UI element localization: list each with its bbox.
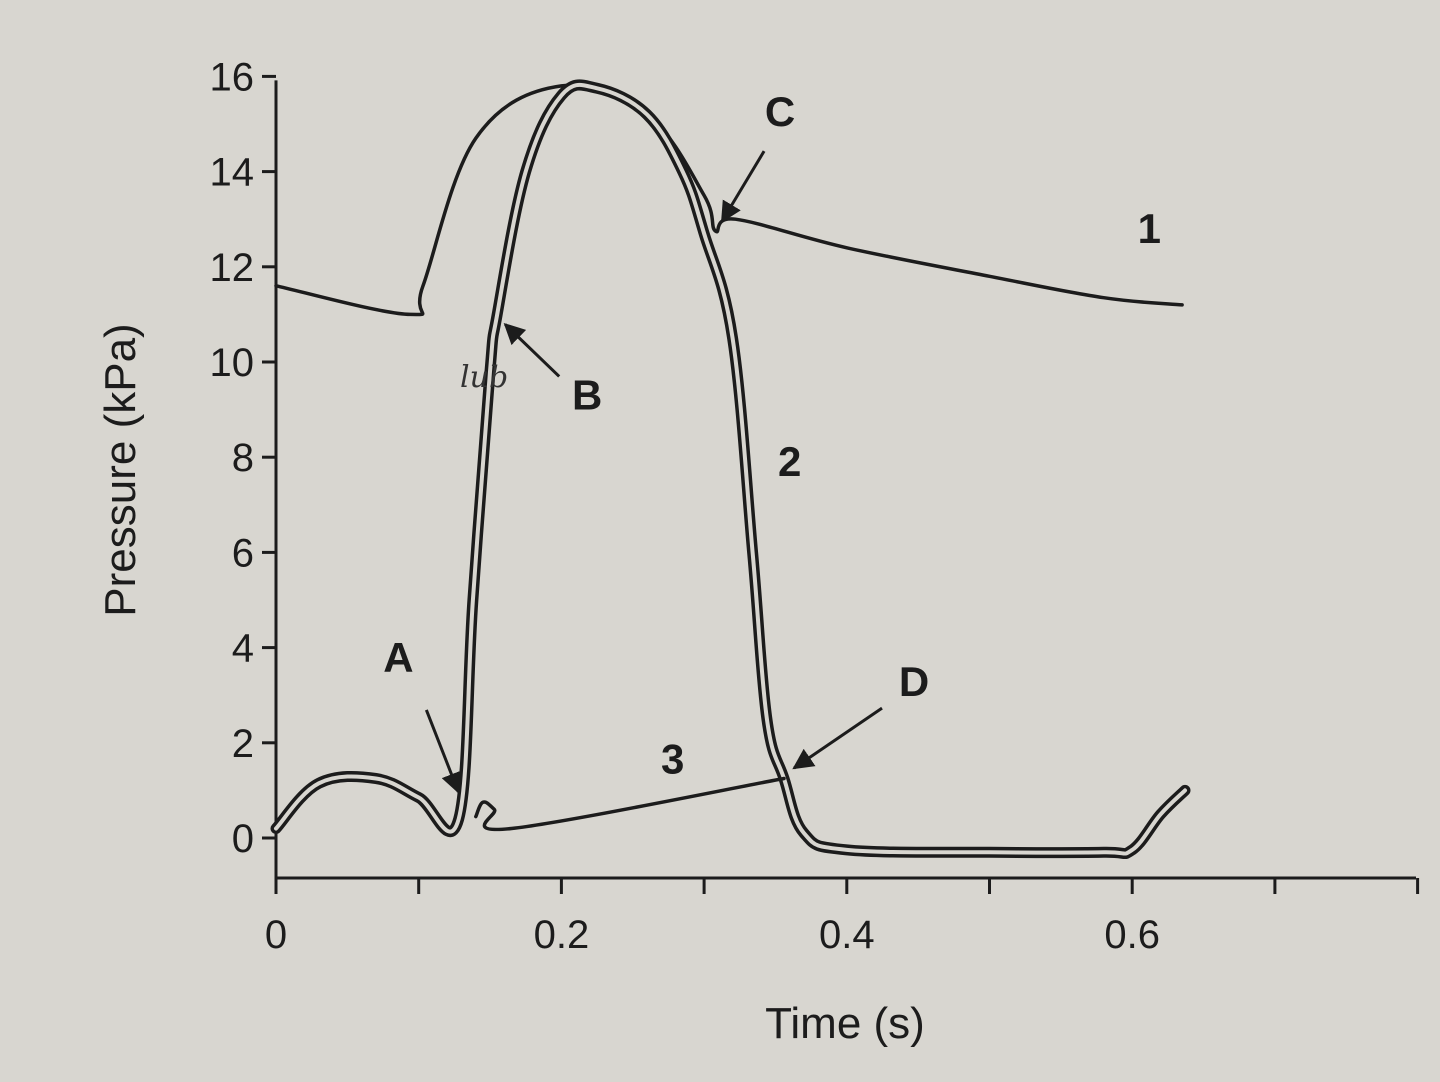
y-tick-label: 0 (232, 817, 254, 861)
series-1-line (274, 83, 1184, 317)
x-tick-label: 0.4 (819, 913, 875, 957)
annotation-b-label: B (572, 371, 602, 418)
x-tick-label: 0 (265, 913, 287, 957)
x-axis-title: Time (s) (765, 999, 925, 1048)
series-3-label: 3 (661, 736, 684, 783)
y-tick-label: 10 (210, 341, 255, 385)
series-layer: 1 2 3 (270, 79, 1191, 860)
x-tick-label: 0.2 (534, 913, 590, 957)
y-axis-title: Pressure (kPa) (96, 323, 145, 616)
annotation-a-label: A (383, 634, 413, 681)
y-tick-label: 4 (232, 627, 254, 671)
annotation-b-arrow (503, 322, 561, 378)
annotation-d-label: D (899, 658, 929, 705)
x-tick-label: 0.6 (1104, 913, 1160, 957)
y-tick-label: 12 (210, 246, 255, 290)
series-3-line (474, 776, 786, 832)
annotation-c-label: C (765, 88, 795, 135)
y-tick-label: 16 (210, 55, 255, 99)
series-2-label: 2 (778, 438, 801, 485)
y-tick-label: 14 (210, 151, 255, 195)
y-tick-label: 6 (232, 531, 254, 575)
series-1-label: 1 (1138, 205, 1161, 252)
annotation-c-arrow (720, 150, 766, 223)
annotation-d-arrow (792, 706, 883, 770)
annotation-a-arrow (424, 709, 462, 794)
series-2-line-inner (274, 82, 1187, 856)
handwritten-note: lub (460, 360, 508, 395)
y-tick-label: 8 (232, 436, 254, 480)
y-tick-label: 2 (232, 722, 254, 766)
